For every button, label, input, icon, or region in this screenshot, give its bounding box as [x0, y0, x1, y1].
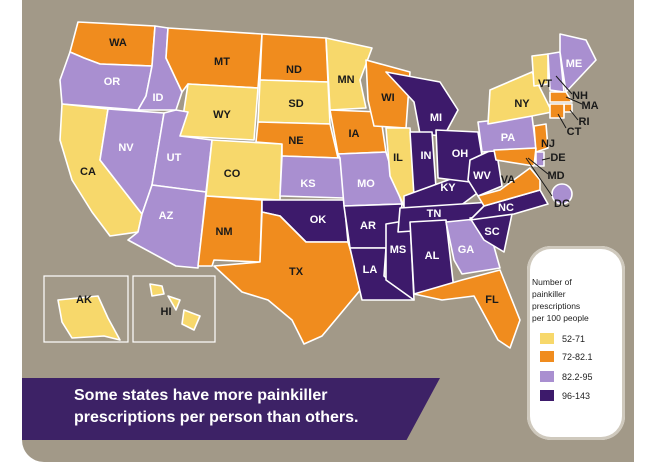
state-label-de: DE: [550, 152, 565, 164]
state-label-il: IL: [393, 152, 403, 164]
leader-line-de: [541, 157, 551, 161]
legend-item: 72-82.1: [540, 351, 593, 362]
state-label-pa: PA: [501, 132, 516, 144]
alaska-inset-frame: [43, 275, 129, 343]
leader-line-ct: [557, 113, 567, 129]
state-label-ut: UT: [167, 152, 182, 164]
state-label-tn: TN: [427, 208, 442, 220]
state-label-nv: NV: [118, 142, 134, 154]
state-label-va: VA: [501, 174, 516, 186]
state-label-or: OR: [104, 76, 121, 88]
state-label-wa: WA: [109, 37, 127, 49]
state-label-nj: NJ: [541, 138, 555, 150]
state-label-fl: FL: [485, 294, 499, 306]
legend-title: Number of painkiller prescriptions per 1…: [532, 277, 589, 323]
legend-swatch: [540, 351, 554, 362]
state-dc: [551, 183, 573, 205]
state-label-mn: MN: [337, 74, 354, 86]
state-label-mt: MT: [214, 56, 230, 68]
state-tx: [213, 211, 363, 345]
state-label-nd: ND: [286, 64, 302, 76]
state-co: [205, 139, 283, 201]
state-label-ar: AR: [360, 220, 376, 232]
state-label-dc: DC: [554, 198, 570, 210]
state-label-co: CO: [224, 168, 241, 180]
state-me: [559, 33, 597, 93]
legend-item: 82.2-95: [540, 371, 593, 382]
leader-line-md: [527, 157, 549, 175]
legend-item: 52-71: [540, 333, 585, 344]
state-label-ma: MA: [581, 100, 598, 112]
leader-line-nh: [555, 75, 573, 95]
state-label-vt: VT: [538, 78, 552, 90]
state-label-mo: MO: [357, 178, 375, 190]
state-label-mi: MI: [430, 112, 442, 124]
state-label-nm: NM: [215, 226, 232, 238]
state-label-ak: AK: [76, 294, 92, 306]
state-label-ga: GA: [458, 244, 475, 256]
caption-line-1: Some states have more painkiller: [74, 387, 328, 404]
state-label-me: ME: [566, 58, 583, 70]
state-label-wi: WI: [381, 92, 394, 104]
state-label-wy: WY: [213, 109, 231, 121]
state-vt: [531, 53, 549, 87]
state-ma: [549, 91, 573, 103]
state-label-hi: HI: [161, 306, 172, 318]
leader-line-ma: [565, 96, 583, 105]
state-label-ok: OK: [310, 214, 327, 226]
state-ct: [549, 103, 565, 119]
state-label-al: AL: [425, 250, 440, 262]
state-label-az: AZ: [159, 210, 174, 222]
state-de: [535, 151, 545, 167]
state-ak: [57, 295, 121, 341]
caption-line-2: prescriptions per person than others.: [74, 409, 359, 426]
leader-line-ri: [569, 109, 579, 121]
caption-banner: [22, 378, 440, 440]
state-label-nh: NH: [572, 90, 588, 102]
leader-line-dc: [525, 157, 553, 197]
state-label-wv: WV: [473, 170, 491, 182]
state-label-oh: OH: [452, 148, 469, 160]
state-label-ky: KY: [440, 182, 456, 194]
state-label-ms: MS: [390, 244, 407, 256]
state-md: [493, 147, 537, 167]
state-hi: [149, 283, 201, 331]
legend-swatch: [540, 371, 554, 382]
state-label-nc: NC: [498, 202, 514, 214]
state-label-ne: NE: [288, 135, 303, 147]
state-label-md: MD: [547, 170, 564, 182]
legend-swatch: [540, 390, 554, 401]
caption: Some states have more painkiller prescri…: [74, 385, 434, 429]
legend-item: 96-143: [540, 390, 590, 401]
state-label-sd: SD: [288, 98, 303, 110]
state-label-ny: NY: [514, 98, 530, 110]
state-label-la: LA: [363, 264, 378, 276]
state-mn: [325, 37, 373, 111]
state-fl: [413, 269, 521, 349]
state-label-ct: CT: [567, 126, 582, 138]
state-nj: [533, 123, 549, 153]
legend-swatch: [540, 333, 554, 344]
state-label-ri: RI: [579, 116, 590, 128]
state-label-sc: SC: [484, 226, 499, 238]
hawaii-inset-frame: [132, 275, 216, 343]
state-label-ks: KS: [300, 178, 315, 190]
state-label-ca: CA: [80, 166, 96, 178]
state-label-in: IN: [421, 150, 432, 162]
state-label-ia: IA: [349, 128, 360, 140]
state-label-tx: TX: [289, 266, 304, 278]
state-va: [477, 167, 541, 207]
state-label-id: ID: [153, 92, 164, 104]
